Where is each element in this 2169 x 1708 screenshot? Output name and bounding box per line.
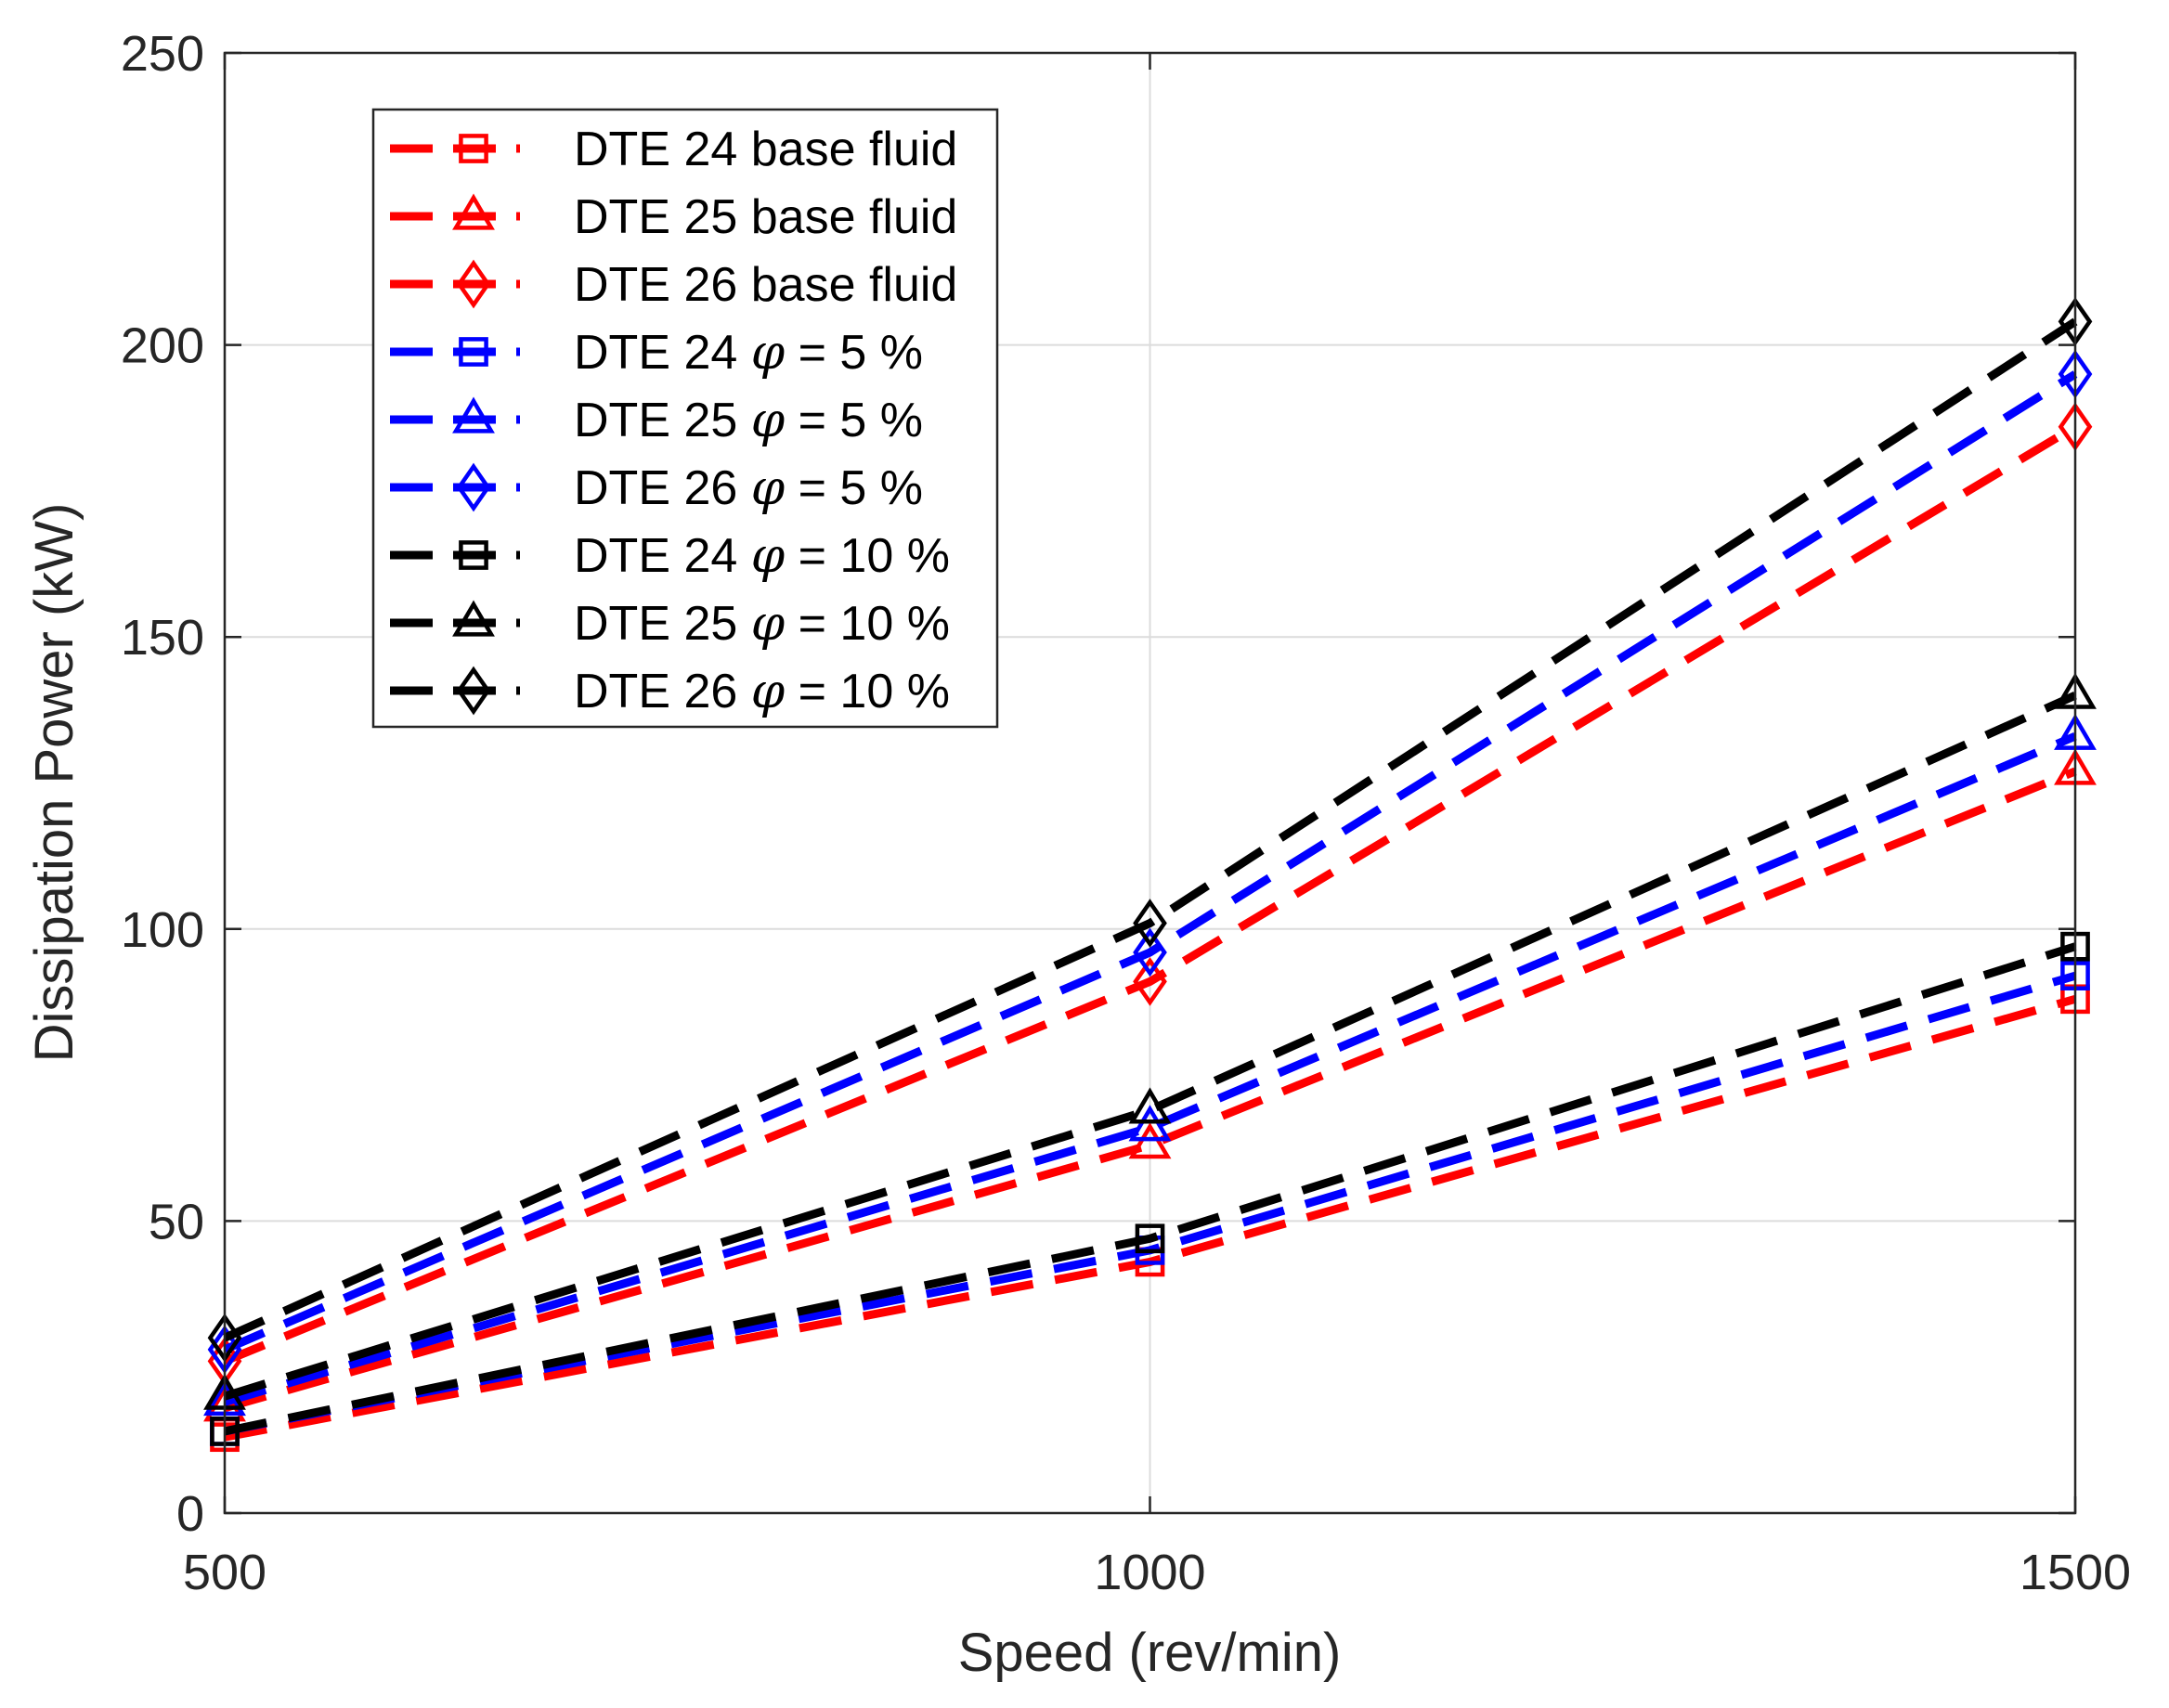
legend-label-suffix: = 10 % xyxy=(785,529,950,583)
data-point-triangle xyxy=(1128,1105,1172,1142)
legend-label: DTE 24 φ = 5 % xyxy=(574,325,923,381)
y-tick-label: 50 xyxy=(149,1194,204,1249)
y-tick-label: 100 xyxy=(121,902,204,958)
data-point-diamond xyxy=(1133,957,1167,1006)
legend-label: DTE 26 φ = 10 % xyxy=(574,664,950,719)
legend-label-suffix: = 5 % xyxy=(785,326,923,380)
legend-label-prefix: DTE 26 xyxy=(574,665,751,718)
legend-marker-diamond xyxy=(456,259,491,309)
x-axis-ticks: 500 1000 1500 xyxy=(183,53,2131,1600)
legend-label-prefix: DTE 25 xyxy=(574,394,751,447)
legend-label: DTE 25 φ = 10 % xyxy=(574,596,950,652)
legend-label-phi: φ xyxy=(751,460,786,516)
legend-label-prefix: DTE 24 xyxy=(574,529,751,583)
legend-label-prefix: DTE 24 base fluid xyxy=(574,123,957,176)
legend-entry: DTE 25 base fluid xyxy=(390,190,957,244)
legend-marker-square xyxy=(459,540,488,570)
legend-label-suffix: = 10 % xyxy=(785,665,950,718)
y-tick-label: 0 xyxy=(176,1486,204,1542)
legend-entry: DTE 25 φ = 5 % xyxy=(390,393,923,448)
data-point-diamond xyxy=(1133,899,1167,948)
legend-label: DTE 25 base fluid xyxy=(574,190,957,244)
legend-label-prefix: DTE 25 base fluid xyxy=(574,190,957,244)
legend: DTE 24 base fluid DTE 25 base fluid DTE 26… xyxy=(371,108,999,729)
data-point-diamond xyxy=(1133,927,1167,977)
legend-entry: DTE 24 φ = 10 % xyxy=(390,528,950,584)
legend-entry: DTE 26 φ = 10 % xyxy=(390,664,950,719)
legend-entry: DTE 24 φ = 5 % xyxy=(390,325,923,381)
legend-label-prefix: DTE 25 xyxy=(574,597,751,651)
legend-marker-diamond xyxy=(456,462,491,512)
legend-label-phi: φ xyxy=(751,528,786,584)
legend-marker-square xyxy=(459,134,488,163)
legend-marker-diamond xyxy=(456,666,491,716)
legend-label-prefix: DTE 24 xyxy=(574,326,751,380)
x-tick-label: 500 xyxy=(183,1545,266,1600)
legend-label: DTE 26 base fluid xyxy=(574,258,957,312)
legend-entry: DTE 26 base fluid xyxy=(390,258,957,312)
legend-label-suffix: = 10 % xyxy=(785,597,950,651)
legend-entry: DTE 25 φ = 10 % xyxy=(390,596,950,652)
series-line xyxy=(223,692,2077,1401)
series-line xyxy=(224,942,2077,1436)
legend-label-suffix: = 5 % xyxy=(785,461,923,515)
y-tick-label: 150 xyxy=(121,610,204,666)
legend-label-prefix: DTE 26 xyxy=(574,461,751,515)
y-tick-label: 200 xyxy=(121,318,204,374)
data-point-square xyxy=(1135,1223,1165,1254)
legend-entry: DTE 24 base fluid xyxy=(390,123,957,176)
legend-marker-triangle xyxy=(452,600,495,637)
legend-label-prefix: DTE 26 base fluid xyxy=(574,258,957,312)
series-line xyxy=(223,317,2078,1342)
y-tick-label: 250 xyxy=(121,26,204,82)
legend-marker-square xyxy=(459,337,488,367)
legend-label-suffix: = 5 % xyxy=(785,394,923,447)
y-axis-ticks: 0 50 100 150 200 250 xyxy=(121,26,2075,1542)
legend-label: DTE 26 φ = 5 % xyxy=(574,460,923,516)
x-tick-label: 1000 xyxy=(1094,1545,1205,1600)
series-line xyxy=(223,767,2077,1413)
data-point-triangle xyxy=(1128,1122,1172,1159)
legend-items: DTE 24 base fluid DTE 25 base fluid DTE 26… xyxy=(390,123,957,719)
legend-label-phi: φ xyxy=(751,664,786,719)
legend-marker-triangle xyxy=(452,193,495,230)
legend-label-phi: φ xyxy=(751,325,786,381)
legend-label: DTE 25 φ = 5 % xyxy=(574,393,923,448)
series-line xyxy=(223,370,2078,1353)
x-axis-label: Speed (rev/min) xyxy=(958,1623,1342,1683)
legend-label-phi: φ xyxy=(751,596,786,652)
legend-label: DTE 24 φ = 10 % xyxy=(574,528,950,584)
legend-marker-triangle xyxy=(452,396,495,433)
series-line xyxy=(223,732,2077,1406)
data-point-triangle xyxy=(1128,1087,1172,1124)
x-tick-label: 1500 xyxy=(2020,1545,2131,1600)
legend-label: DTE 24 base fluid xyxy=(574,123,957,176)
series-line xyxy=(223,422,2078,1365)
y-axis-label: Dissipation Power (kW) xyxy=(24,503,84,1063)
series-group xyxy=(203,297,2097,1453)
legend-label-phi: φ xyxy=(751,393,786,448)
legend-entry: DTE 26 φ = 5 % xyxy=(390,460,923,516)
